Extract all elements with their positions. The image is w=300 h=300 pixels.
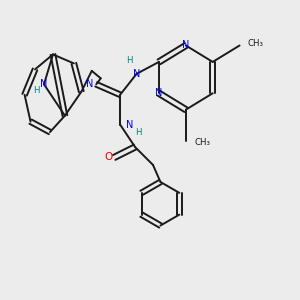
Text: H: H <box>126 56 132 65</box>
Text: H: H <box>33 86 40 95</box>
Text: CH₃: CH₃ <box>194 138 210 147</box>
Text: N: N <box>86 79 93 89</box>
Text: N: N <box>126 120 134 130</box>
Text: O: O <box>104 152 112 163</box>
Text: N: N <box>182 40 190 50</box>
Text: N: N <box>40 79 48 89</box>
Text: H: H <box>135 128 141 136</box>
Text: N: N <box>133 69 140 79</box>
Text: N: N <box>155 88 163 98</box>
Text: CH₃: CH₃ <box>248 40 264 49</box>
